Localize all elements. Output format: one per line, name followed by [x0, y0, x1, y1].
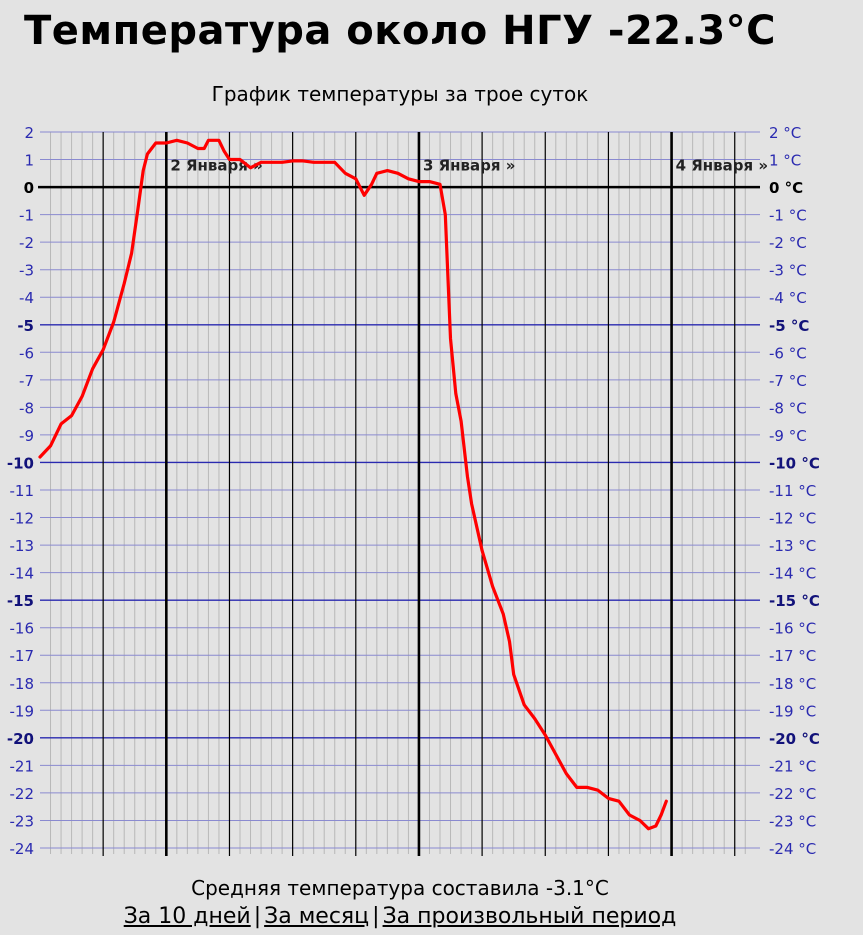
day-markers: 2 Января » 3 Января » 4 Января » [170, 157, 768, 175]
y-tick-label-right: -12 °C [769, 510, 816, 528]
y-tick-label-left: 2 [24, 124, 34, 142]
y-tick-label-right: -20 °C [769, 730, 820, 748]
chart-grid [38, 131, 760, 856]
y-tick-label-right: 2 °C [769, 124, 801, 142]
chart-subtitle: График температуры за трое суток [211, 82, 589, 106]
y-tick-label-left: -7 [19, 372, 34, 390]
y-tick-label-left: -21 [10, 757, 35, 775]
y-tick-label-left: -23 [10, 812, 35, 830]
y-tick-label-right: -3 °C [769, 262, 807, 280]
link-month[interactable]: За месяц [264, 904, 370, 929]
y-tick-label-left: -14 [10, 565, 35, 583]
y-tick-label-left: -10 [7, 454, 34, 472]
y-tick-label-right: 0 °C [769, 179, 803, 197]
link-separator: | [372, 904, 380, 929]
y-tick-label-left: -20 [7, 730, 34, 748]
y-tick-label-right: -16 °C [769, 620, 816, 638]
y-tick-label-right: -4 °C [769, 289, 807, 307]
y-tick-label-left: -12 [10, 510, 35, 528]
period-links: За 10 дней | За месяц | За произвольный пери… [0, 904, 800, 929]
y-axis-right: 2 °C 1 °C 0 °C -1 °C -2 °C -3 °C -4 °C -5 °C -6 … [769, 124, 820, 858]
y-tick-label-right: 1 °C [769, 152, 801, 170]
y-tick-label-right: -17 °C [769, 647, 816, 665]
y-tick-label-left: -9 [19, 427, 34, 445]
y-tick-label-right: -1 °C [769, 207, 807, 225]
y-tick-label-left: -19 [10, 702, 35, 720]
y-tick-label-left: -1 [19, 207, 34, 225]
link-10-days[interactable]: За 10 дней [123, 904, 251, 929]
y-tick-label-right: -9 °C [769, 427, 807, 445]
y-tick-label-right: -11 °C [769, 482, 816, 500]
y-tick-label-left: -5 [17, 317, 34, 335]
y-tick-label-right: -22 °C [769, 785, 816, 803]
y-tick-label-left: -17 [10, 647, 35, 665]
y-tick-label-right: -7 °C [769, 372, 807, 390]
y-tick-label-right: -15 °C [769, 592, 820, 610]
y-tick-label-right: -24 °C [769, 840, 816, 858]
page-title: Температура около НГУ -22.3°C [24, 8, 776, 54]
y-tick-label-right: -5 °C [769, 317, 809, 335]
y-tick-label-right: -14 °C [769, 565, 816, 583]
day-marker-label: 3 Января » [423, 157, 515, 175]
y-axis-left: 2 1 0 -1 -2 -3 -4 -5 -6 -7 -8 -9 -10 -11 -12 -13 -14 -15 -… [7, 124, 34, 858]
y-tick-label-left: -24 [10, 840, 35, 858]
temperature-line [38, 138, 668, 831]
y-tick-label-right: -10 °C [769, 454, 820, 472]
y-tick-label-right: -6 °C [769, 344, 807, 362]
y-tick-label-left: 0 [24, 179, 34, 197]
y-tick-label-right: -8 °C [769, 399, 807, 417]
y-tick-label-left: -2 [19, 234, 34, 252]
y-tick-label-left: -11 [10, 482, 35, 500]
y-tick-label-left: -15 [7, 592, 34, 610]
y-tick-label-left: -18 [10, 675, 35, 693]
temperature-chart: 2 1 0 -1 -2 -3 -4 -5 -6 -7 -8 -9 -10 -11 -12 -13 -14 -15 -… [7, 124, 820, 858]
average-temperature: Средняя температура составила -3.1°C [191, 876, 609, 900]
y-tick-label-right: -18 °C [769, 675, 816, 693]
y-tick-label-left: -6 [19, 344, 34, 362]
y-tick-label-right: -23 °C [769, 812, 816, 830]
y-tick-label-right: -13 °C [769, 537, 816, 555]
y-tick-label-left: 1 [24, 152, 34, 170]
temperature-series [38, 138, 668, 831]
y-tick-label-left: -13 [10, 537, 35, 555]
link-custom-period[interactable]: За произвольный период [382, 904, 677, 929]
y-tick-label-right: -2 °C [769, 234, 807, 252]
link-separator: | [253, 904, 262, 929]
y-tick-label-left: -16 [10, 620, 35, 638]
y-tick-label-left: -8 [19, 399, 34, 417]
y-tick-label-left: -22 [10, 785, 35, 803]
y-tick-label-left: -3 [19, 262, 34, 280]
day-marker-label: 4 Января » [676, 157, 768, 175]
y-tick-label-right: -19 °C [769, 702, 816, 720]
y-tick-label-left: -4 [19, 289, 34, 307]
y-tick-label-right: -21 °C [769, 757, 816, 775]
